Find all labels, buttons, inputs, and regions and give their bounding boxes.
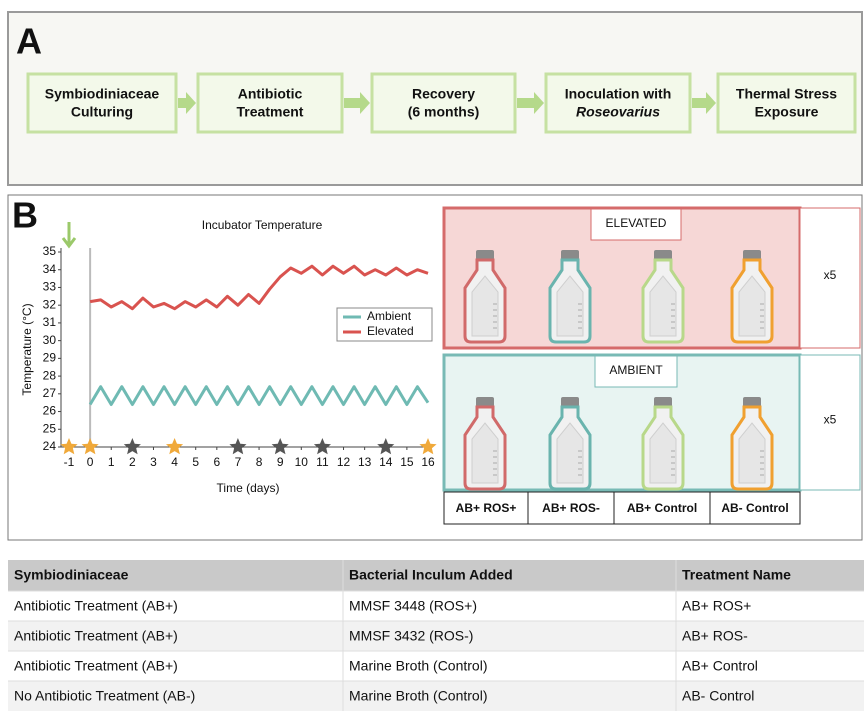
x-tick-label: 12 [337,455,351,469]
y-tick-label: 28 [43,368,57,382]
chart-title: Incubator Temperature [202,218,323,232]
replicate-label: x5 [824,268,837,282]
page: A Symbiodiniaceae Culturing Antibiotic Trea… [0,0,864,711]
y-tick-label: 24 [43,439,57,453]
table-cell: Marine Broth (Control) [349,688,488,704]
step-text: (6 months) [408,104,480,120]
table-cell: Marine Broth (Control) [349,658,488,674]
condition-label: ELEVATED [606,216,667,230]
treatment-label: AB+ Control [627,501,697,515]
figure: A Symbiodiniaceae Culturing Antibiotic Trea… [0,0,864,711]
table-cell: AB+ ROS+ [682,598,751,614]
table-cell: AB+ ROS- [682,628,748,644]
y-tick-label: 25 [43,421,57,435]
table-header: Bacterial Inculum Added [349,567,513,583]
treatment-label: AB+ ROS+ [456,501,517,515]
step-text: Antibiotic [238,86,303,102]
step-text: Roseovarius [576,104,660,120]
x-tick-label: 11 [316,455,329,469]
step-text: Inoculation with [565,86,672,102]
x-tick-label: 16 [421,455,435,469]
legend-label: Elevated [367,324,414,338]
table-cell: AB+ Control [682,658,758,674]
y-tick-label: 31 [43,315,57,329]
y-tick-label: 34 [43,262,57,276]
x-tick-label: 15 [400,455,414,469]
table-header: Symbiodiniaceae [14,567,129,583]
x-tick-label: 6 [213,455,220,469]
x-tick-label: 7 [235,455,242,469]
y-axis-label: Temperature (°C) [20,303,34,395]
x-tick-label: 8 [256,455,263,469]
flow-steps: Symbiodiniaceae Culturing Antibiotic Treatm… [28,74,855,132]
y-tick-label: 29 [43,351,57,365]
x-tick-label: 2 [129,455,136,469]
x-tick-label: -1 [64,455,75,469]
x-tick-label: 4 [171,455,178,469]
y-tick-label: 30 [43,333,57,347]
step-text: Treatment [237,104,304,120]
table-cell: Antibiotic Treatment (AB+) [14,628,178,644]
x-tick-label: 3 [150,455,157,469]
x-tick-label: 9 [277,455,284,469]
panel-label: A [16,21,42,62]
table-cell: AB- Control [682,688,754,704]
flask-diagram: x5 ELEVATED x5 AMBIENT AB+ ROS+ AB+ ROS- AB+ C… [444,208,860,524]
treatment-table: Symbiodiniaceae Bacterial Inculum Added Tr… [8,560,864,711]
treatment-label: AB+ ROS- [542,501,600,515]
x-tick-label: 10 [295,455,309,469]
table-cell: Antibiotic Treatment (AB+) [14,598,178,614]
table-header: Treatment Name [682,567,791,583]
x-tick-label: 14 [379,455,393,469]
replicate-label: x5 [824,413,837,427]
step-text: Symbiodiniaceae [45,86,160,102]
table-cell: Antibiotic Treatment (AB+) [14,658,178,674]
y-tick-label: 26 [43,404,57,418]
condition-label: AMBIENT [609,363,663,377]
x-axis-label: Time (days) [217,481,280,495]
x-tick-label: 13 [358,455,372,469]
table-cell: No Antibiotic Treatment (AB-) [14,688,195,704]
y-tick-label: 32 [43,297,57,311]
panel-label: B [12,195,38,236]
step-text: Recovery [412,86,475,102]
table-cell: MMSF 3432 (ROS-) [349,628,473,644]
x-tick-label: 0 [87,455,94,469]
y-tick-label: 35 [43,244,57,258]
legend-label: Ambient [367,309,412,323]
treatment-label: AB- Control [721,501,788,515]
table-cell: MMSF 3448 (ROS+) [349,598,477,614]
y-tick-label: 27 [43,386,57,400]
step-text: Culturing [71,104,133,120]
step-text: Exposure [755,104,819,120]
step-text: Thermal Stress [736,86,837,102]
y-tick-label: 33 [43,280,57,294]
x-tick-label: 1 [108,455,115,469]
x-tick-label: 5 [192,455,199,469]
